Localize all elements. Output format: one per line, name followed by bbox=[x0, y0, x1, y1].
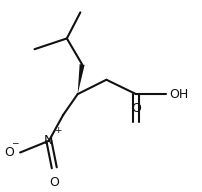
Text: O: O bbox=[4, 146, 14, 159]
Text: O: O bbox=[131, 102, 141, 115]
Polygon shape bbox=[78, 64, 85, 94]
Text: OH: OH bbox=[169, 88, 189, 101]
Text: −: − bbox=[11, 138, 19, 147]
Text: +: + bbox=[55, 126, 62, 135]
Text: N: N bbox=[44, 134, 54, 147]
Text: O: O bbox=[50, 176, 60, 189]
